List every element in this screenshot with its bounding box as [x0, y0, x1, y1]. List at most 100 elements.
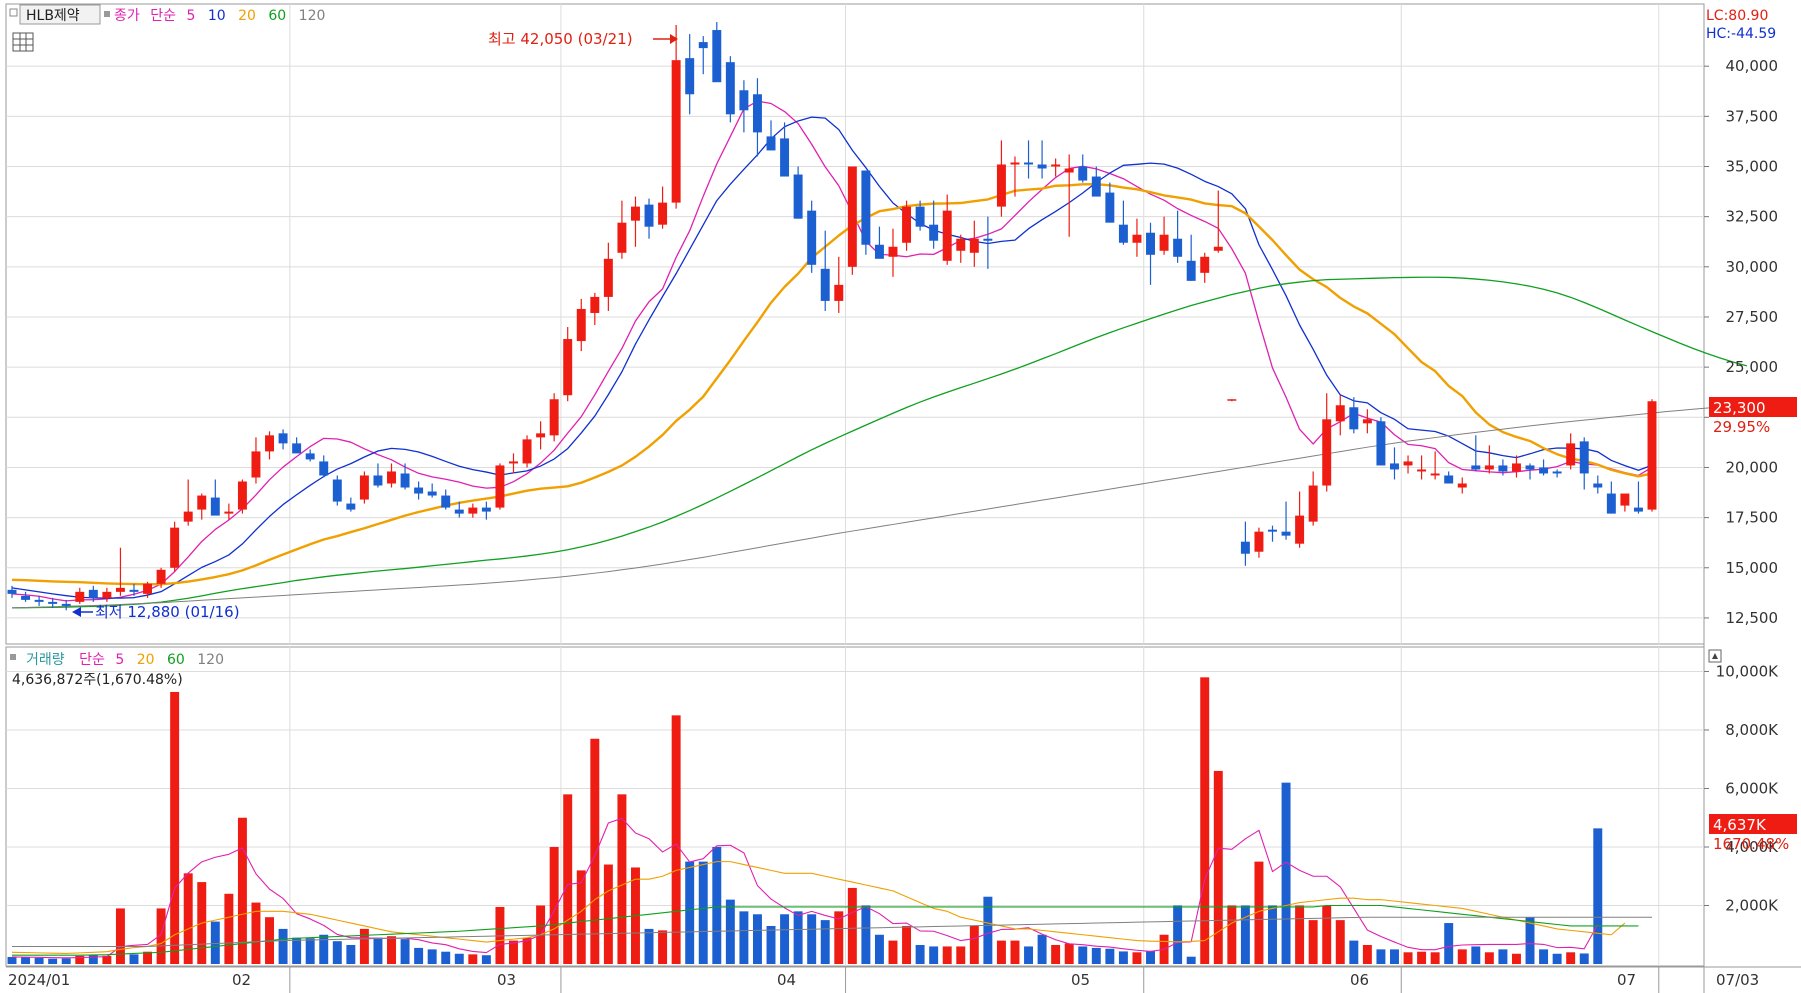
candle-body [1390, 463, 1399, 470]
volume-bar [1227, 905, 1237, 964]
candle [1281, 501, 1291, 540]
candle-body [1024, 162, 1034, 165]
volume-bar [1362, 944, 1372, 964]
candle [752, 78, 762, 157]
candle-body [1620, 493, 1630, 506]
candle-body [7, 589, 17, 594]
volume-bar [861, 905, 871, 964]
candle [698, 36, 708, 75]
candle-body [1552, 471, 1562, 474]
candle [847, 166, 857, 275]
volume-bar [1430, 952, 1440, 964]
candle-body [156, 569, 166, 584]
volume-bar [1078, 946, 1088, 964]
legend-toggle-icon[interactable] [9, 8, 18, 17]
candle [1430, 451, 1440, 480]
candle-body [75, 591, 85, 602]
candle [1362, 409, 1372, 434]
candle [251, 437, 261, 484]
volume-bars [7, 677, 1603, 964]
candle-body [1308, 485, 1318, 522]
candle [522, 435, 532, 468]
candle [685, 34, 695, 115]
candle-body [1593, 483, 1603, 488]
ma-10-label: 10 [208, 8, 226, 24]
price-tick-label: 17,500 [1726, 509, 1779, 527]
volume-bar [658, 930, 668, 964]
candle-body [671, 60, 681, 203]
candle-body [969, 238, 979, 253]
candle [1566, 433, 1576, 470]
candle-body [210, 497, 220, 516]
volume-legend: 거래량 단순 5 20 60 120 4,636,872주(1,670.48%) [10, 652, 224, 688]
candle [1105, 182, 1115, 223]
volume-bar [61, 958, 71, 964]
price-tick-label: 20,000 [1726, 458, 1779, 476]
volume-bar [902, 925, 912, 964]
candle [75, 587, 85, 604]
volume-bar [75, 955, 85, 964]
volume-bar [332, 941, 342, 964]
volume-bar [1091, 947, 1101, 964]
candle-body [1430, 473, 1440, 476]
volume-bar [1132, 952, 1142, 964]
volume-bar [1403, 952, 1413, 964]
candle-body [1525, 465, 1535, 470]
current-price-text: 23,300 [1713, 399, 1766, 417]
candle [1525, 463, 1535, 480]
candle-body [1539, 467, 1549, 474]
candle [61, 599, 71, 611]
table-icon[interactable] [12, 32, 34, 52]
candle-body [929, 224, 939, 241]
candle [834, 256, 844, 313]
price-tick-label: 12,500 [1726, 609, 1779, 627]
candle-body [1091, 176, 1101, 197]
candle-body [1227, 399, 1237, 401]
candle [468, 503, 478, 518]
candle-body [1295, 515, 1305, 544]
vol-ma-20-label: 20 [137, 652, 155, 668]
candle-body [481, 507, 491, 512]
volume-bar [156, 908, 166, 964]
volume-bar [1037, 934, 1047, 964]
candlesticks [7, 22, 1657, 611]
candle [1539, 459, 1549, 476]
candle [603, 242, 613, 311]
candle [807, 200, 817, 273]
ma-label: 단순 [150, 8, 176, 24]
price-tick-label: 37,500 [1726, 107, 1779, 125]
volume-ma-lines [11, 817, 1652, 959]
volume-ma-120-line [12, 916, 1652, 947]
candle [1118, 200, 1128, 245]
candle [1606, 481, 1616, 514]
candle [1593, 475, 1603, 494]
candle [292, 437, 302, 454]
candle [1471, 435, 1481, 472]
volume-bar [251, 902, 261, 964]
volume-bar [414, 947, 424, 964]
candle [793, 166, 803, 219]
candle [319, 455, 329, 478]
candle-body [1633, 507, 1643, 512]
candle-body [834, 284, 844, 301]
candle-body [61, 603, 71, 606]
volume-settings-icon[interactable] [1708, 649, 1722, 663]
volume-bar [671, 715, 681, 964]
volume-bar [468, 954, 478, 964]
ma-120-label: 120 [299, 8, 326, 24]
candle-body [1064, 168, 1074, 173]
candle-body [983, 238, 993, 241]
candle-body [1186, 260, 1196, 281]
price-legend-text: 종가 단순 5 10 20 60 120 [114, 8, 325, 24]
volume-bar [1268, 905, 1277, 964]
candle [305, 449, 315, 462]
candle-body [48, 601, 58, 604]
candle [237, 479, 247, 514]
x-label-07: 07 [1617, 971, 1636, 989]
candle [1078, 154, 1088, 183]
candle [1484, 445, 1494, 474]
stock-name-box[interactable] [19, 4, 101, 25]
candle [739, 80, 749, 133]
volume-bar [1484, 952, 1494, 964]
